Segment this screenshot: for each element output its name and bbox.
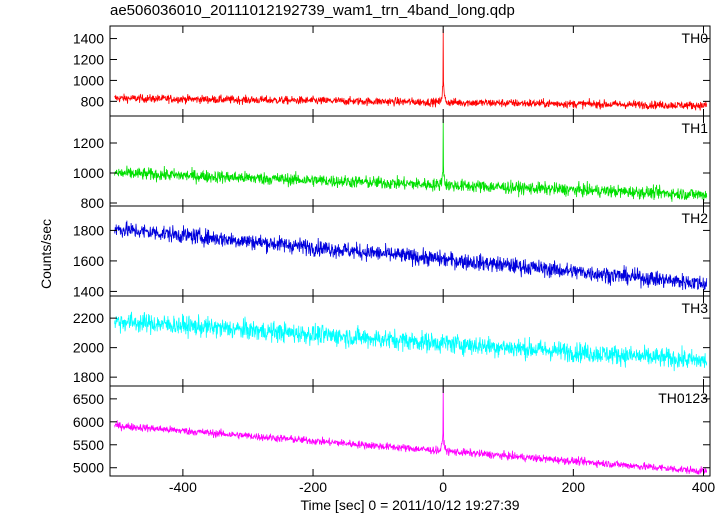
y-tick-label: 2200 (73, 310, 104, 326)
y-tick-label: 1600 (73, 253, 104, 269)
y-tick-label: 1200 (73, 135, 104, 151)
panel-th1: 800 1000 1200 TH1 (73, 115, 711, 211)
y-tick-label: 1800 (73, 369, 104, 385)
panel-th3: 1800 2000 2200 TH3 (73, 295, 711, 387)
panel-th0: 800 1000 1200 1400 TH0 (73, 25, 711, 117)
x-tick-label: -200 (299, 479, 327, 495)
panel-th2: 1400 1600 1800 TH2 (73, 205, 711, 299)
panel-label-th0123: TH0123 (658, 390, 708, 406)
panel-label-th3: TH3 (682, 300, 709, 316)
series-line-th2 (114, 220, 708, 291)
panel-label-th2: TH2 (682, 210, 709, 226)
x-tick-label: 200 (562, 479, 586, 495)
series-line-th0123 (114, 386, 708, 475)
series-line-th1 (114, 118, 708, 202)
y-tick-label: 2000 (73, 340, 104, 356)
y-tick-label: 1800 (73, 222, 104, 238)
y-tick-label: 5500 (73, 437, 104, 453)
series-line-th0 (114, 29, 708, 111)
y-tick-label: 6000 (73, 414, 104, 430)
panel-label-th1: TH1 (682, 120, 709, 136)
y-tick-label: 6500 (73, 391, 104, 407)
panel-th0123: 5000 5500 6000 6500 TH0123 (73, 385, 711, 477)
y-tick-label: 5000 (73, 460, 104, 476)
y-tick-label: 1000 (73, 165, 104, 181)
panel-label-th0: TH0 (682, 30, 709, 46)
y-tick-label: 1400 (73, 31, 104, 47)
series-line-th3 (114, 311, 708, 372)
x-tick-label: 400 (692, 479, 716, 495)
x-axis-label: Time [sec] 0 = 2011/10/12 19:27:39 (300, 497, 520, 513)
x-tick-label: 0 (439, 479, 447, 495)
y-tick-label: 1000 (73, 72, 104, 88)
panel-frame (109, 385, 711, 477)
x-tick-label: -400 (169, 479, 197, 495)
y-tick-label: 1400 (73, 283, 104, 299)
y-tick-label: 800 (81, 93, 105, 109)
y-tick-label: 800 (81, 195, 105, 211)
chart-title: ae506036010_20111012192739_wam1_trn_4ban… (110, 2, 515, 19)
y-tick-label: 1200 (73, 51, 104, 67)
